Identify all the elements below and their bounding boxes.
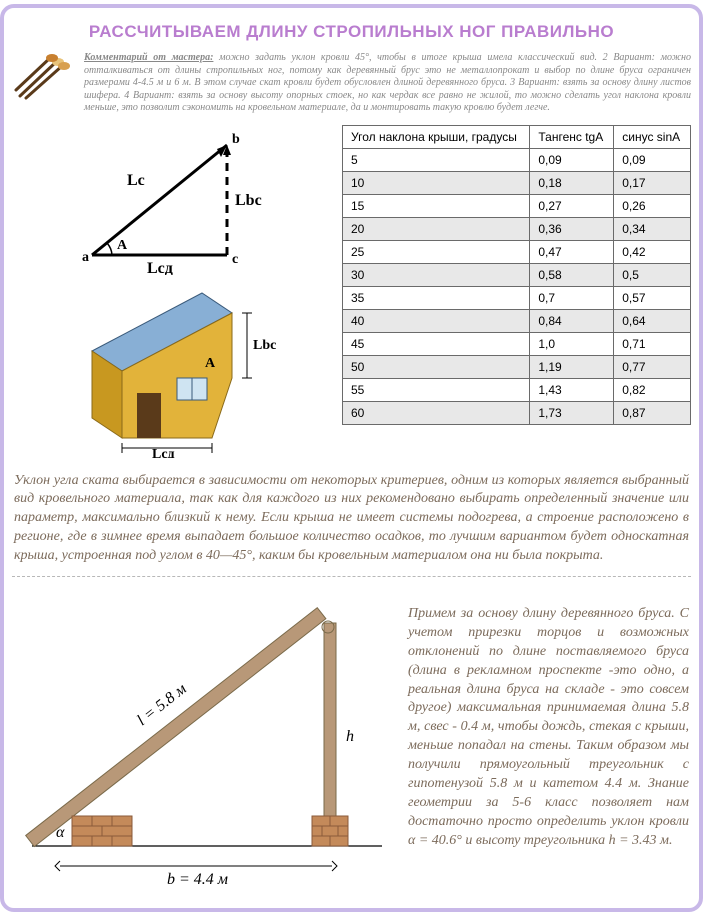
table-cell: 15	[343, 194, 530, 217]
table-cell: 1,73	[530, 401, 614, 424]
table-row: 150,270,26	[343, 194, 691, 217]
table-row: 250,470,42	[343, 240, 691, 263]
mid-row: a b c A Lс Lbс Lсд	[12, 125, 691, 458]
table-cell: 0,34	[614, 217, 691, 240]
table-cell: 10	[343, 171, 530, 194]
page-title: РАССЧИТЫВАЕМ ДЛИНУ СТРОПИЛЬНЫХ НОГ ПРАВИ…	[12, 22, 691, 42]
angle-table: Угол наклона крыши, градусы Тангенс tgA …	[342, 125, 691, 425]
svg-text:Lbс: Lbс	[253, 338, 276, 353]
table-row: 100,180,17	[343, 171, 691, 194]
left-figures: a b c A Lс Lbс Lсд	[12, 125, 332, 458]
table-cell: 0,64	[614, 309, 691, 332]
table-cell: 5	[343, 148, 530, 171]
table-cell: 0,5	[614, 263, 691, 286]
table-cell: 0,82	[614, 378, 691, 401]
table-cell: 50	[343, 355, 530, 378]
svg-text:b: b	[232, 132, 240, 147]
svg-text:a: a	[82, 250, 89, 265]
table-row: 400,840,64	[343, 309, 691, 332]
commentary-text: Комментарий от мастера: можно задать укл…	[84, 52, 691, 115]
table-header-row: Угол наклона крыши, градусы Тангенс tgA …	[343, 125, 691, 148]
commentary-lead: Комментарий от мастера:	[84, 52, 213, 63]
table-cell: 0,27	[530, 194, 614, 217]
table-header: Тангенс tgA	[530, 125, 614, 148]
svg-text:Lсд: Lсд	[152, 447, 175, 458]
triangle-diagram: a b c A Lс Lbс Lсд	[67, 125, 277, 275]
table-cell: 0,57	[614, 286, 691, 309]
bottom-figure: b = 4.4 м h l = 5.8 м α	[12, 591, 392, 896]
svg-text:A: A	[205, 356, 216, 371]
brick-pier-left	[72, 816, 132, 846]
table-row: 300,580,5	[343, 263, 691, 286]
table-row: 451,00,71	[343, 332, 691, 355]
table-cell: 55	[343, 378, 530, 401]
table-cell: 40	[343, 309, 530, 332]
table-row: 200,360,34	[343, 217, 691, 240]
table-cell: 0,7	[530, 286, 614, 309]
commentary-row: Комментарий от мастера: можно задать укл…	[12, 52, 691, 115]
table-cell: 0,26	[614, 194, 691, 217]
table-cell: 0,18	[530, 171, 614, 194]
table-cell: 0,71	[614, 332, 691, 355]
divider	[12, 576, 691, 577]
brick-pier-right	[312, 816, 348, 846]
svg-text:Lbс: Lbс	[235, 192, 262, 209]
svg-text:c: c	[232, 252, 238, 267]
brushes-icon	[12, 52, 76, 102]
table-cell: 35	[343, 286, 530, 309]
table-cell: 1,43	[530, 378, 614, 401]
table-cell: 0,77	[614, 355, 691, 378]
table-cell: 0,84	[530, 309, 614, 332]
table-cell: 1,19	[530, 355, 614, 378]
house-diagram: Lbс A Lсд	[57, 283, 287, 458]
table-cell: 0,36	[530, 217, 614, 240]
table-row: 551,430,82	[343, 378, 691, 401]
table-cell: 0,17	[614, 171, 691, 194]
table-cell: 20	[343, 217, 530, 240]
paragraph-2: Примем за основу длину деревянного бруса…	[408, 605, 689, 886]
table-cell: 1,0	[530, 332, 614, 355]
table-header: Угол наклона крыши, градусы	[343, 125, 530, 148]
table-row: 50,090,09	[343, 148, 691, 171]
table-row: 501,190,77	[343, 355, 691, 378]
svg-text:b = 4.4 м: b = 4.4 м	[167, 871, 228, 888]
table-cell: 0,09	[530, 148, 614, 171]
svg-text:A: A	[117, 238, 128, 253]
table-row: 601,730,87	[343, 401, 691, 424]
table-cell: 0,09	[614, 148, 691, 171]
table-cell: 60	[343, 401, 530, 424]
svg-text:Lс: Lс	[127, 172, 145, 189]
table-cell: 30	[343, 263, 530, 286]
table-cell: 0,58	[530, 263, 614, 286]
svg-text:Lсд: Lсд	[147, 260, 173, 275]
table-cell: 0,47	[530, 240, 614, 263]
paragraph-1: Уклон угла ската выбирается в зависимост…	[14, 472, 689, 566]
table-cell: 0,87	[614, 401, 691, 424]
svg-text:α: α	[56, 824, 65, 841]
table-row: 350,70,57	[343, 286, 691, 309]
bottom-row: b = 4.4 м h l = 5.8 м α	[12, 591, 691, 896]
document-frame: РАССЧИТЫВАЕМ ДЛИНУ СТРОПИЛЬНЫХ НОГ ПРАВИ…	[0, 4, 703, 912]
table-cell: 0,42	[614, 240, 691, 263]
table-cell: 25	[343, 240, 530, 263]
svg-text:h: h	[346, 728, 354, 745]
table-cell: 45	[343, 332, 530, 355]
table-header: синус sinA	[614, 125, 691, 148]
